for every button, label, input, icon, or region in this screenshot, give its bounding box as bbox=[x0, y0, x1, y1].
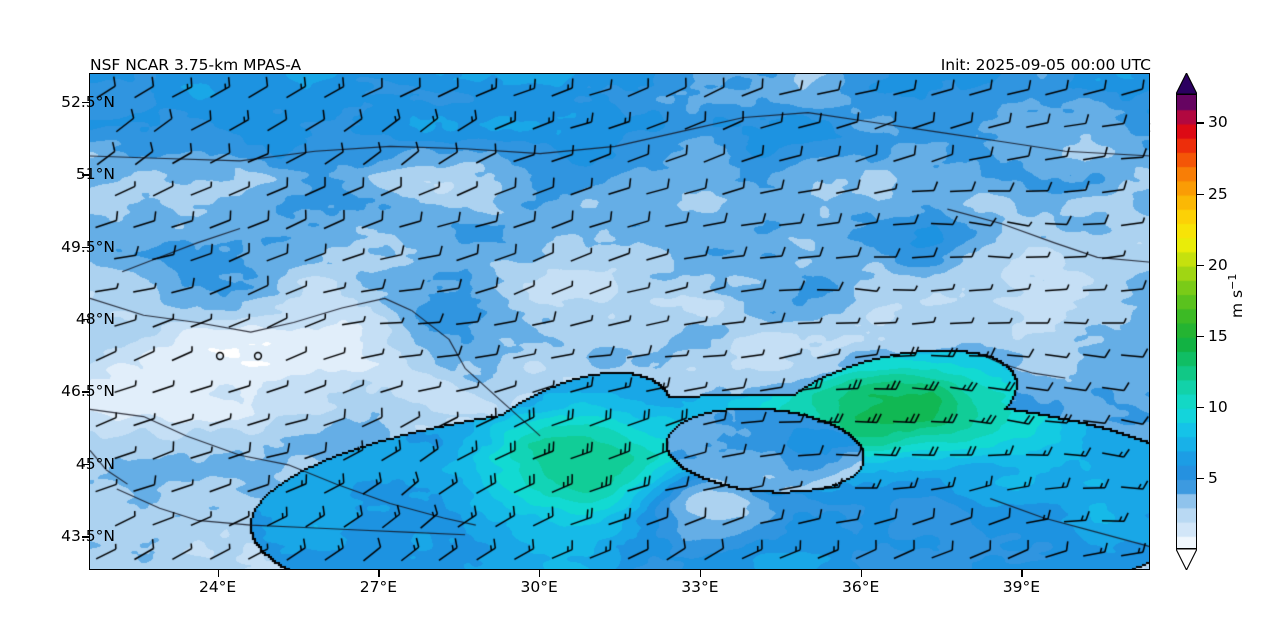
colorbar-over-arrow bbox=[1176, 73, 1197, 94]
longitude-tick-mark bbox=[699, 570, 702, 577]
longitude-tick-label: 39°E bbox=[1002, 578, 1041, 596]
colorbar-tick-label: 25 bbox=[1208, 184, 1228, 203]
colorbar-tick-mark bbox=[1197, 406, 1204, 408]
longitude-tick-mark bbox=[378, 570, 380, 577]
longitude-tick-mark bbox=[1021, 570, 1023, 577]
longitude-tick-label: 36°E bbox=[841, 578, 880, 596]
colorbar-tick-mark bbox=[1197, 335, 1204, 337]
latitude-tick-mark bbox=[82, 174, 89, 176]
latitude-tick-mark bbox=[82, 536, 89, 538]
colorbar-tick-label: 5 bbox=[1208, 468, 1218, 487]
latitude-tick-mark bbox=[82, 101, 89, 104]
colorbar-tick-mark bbox=[1197, 477, 1204, 480]
colorbar-canvas bbox=[1177, 95, 1196, 548]
longitude-tick-label: 24°E bbox=[198, 578, 237, 596]
colorbar-tick-mark bbox=[1197, 264, 1204, 266]
colorbar bbox=[1176, 73, 1197, 570]
latitude-tick-mark bbox=[82, 319, 89, 321]
colorbar-tick-mark bbox=[1197, 193, 1204, 195]
colorbar-tick-mark bbox=[1197, 122, 1204, 124]
colorbar-tick-label: 15 bbox=[1208, 326, 1228, 345]
colorbar-tick-label: 10 bbox=[1208, 397, 1228, 416]
colorbar-tick-label: 20 bbox=[1208, 255, 1228, 274]
longitude-tick-mark bbox=[860, 570, 862, 577]
latitude-tick-label: 51°N bbox=[75, 165, 115, 184]
colorbar-tick-label: 30 bbox=[1208, 113, 1228, 132]
colorbar-title-exponent: −1 bbox=[1225, 273, 1239, 290]
wind-speed-field bbox=[90, 74, 1149, 569]
colorbar-title: m s−1 bbox=[1225, 273, 1246, 318]
longitude-tick-label: 33°E bbox=[681, 578, 719, 596]
model-title: NSF NCAR 3.75-km MPAS-A bbox=[90, 56, 302, 74]
latitude-tick-mark bbox=[82, 463, 89, 466]
colorbar-title-text: m s bbox=[1228, 289, 1246, 318]
latitude-tick-label: 45°N bbox=[75, 454, 115, 473]
longitude-tick-mark bbox=[217, 570, 219, 577]
colorbar-gradient bbox=[1176, 94, 1197, 549]
longitude-tick-label: 27°E bbox=[359, 578, 397, 596]
init-time-label: Init: 2025-09-05 00:00 UTC bbox=[940, 56, 1151, 74]
latitude-tick-mark bbox=[82, 246, 89, 248]
latitude-tick-label: 48°N bbox=[75, 310, 115, 329]
longitude-tick-mark bbox=[539, 570, 541, 577]
latitude-tick-mark bbox=[82, 391, 89, 393]
longitude-tick-label: 30°E bbox=[520, 578, 558, 596]
map-plot-area bbox=[89, 73, 1150, 570]
colorbar-under-arrow bbox=[1176, 549, 1197, 570]
